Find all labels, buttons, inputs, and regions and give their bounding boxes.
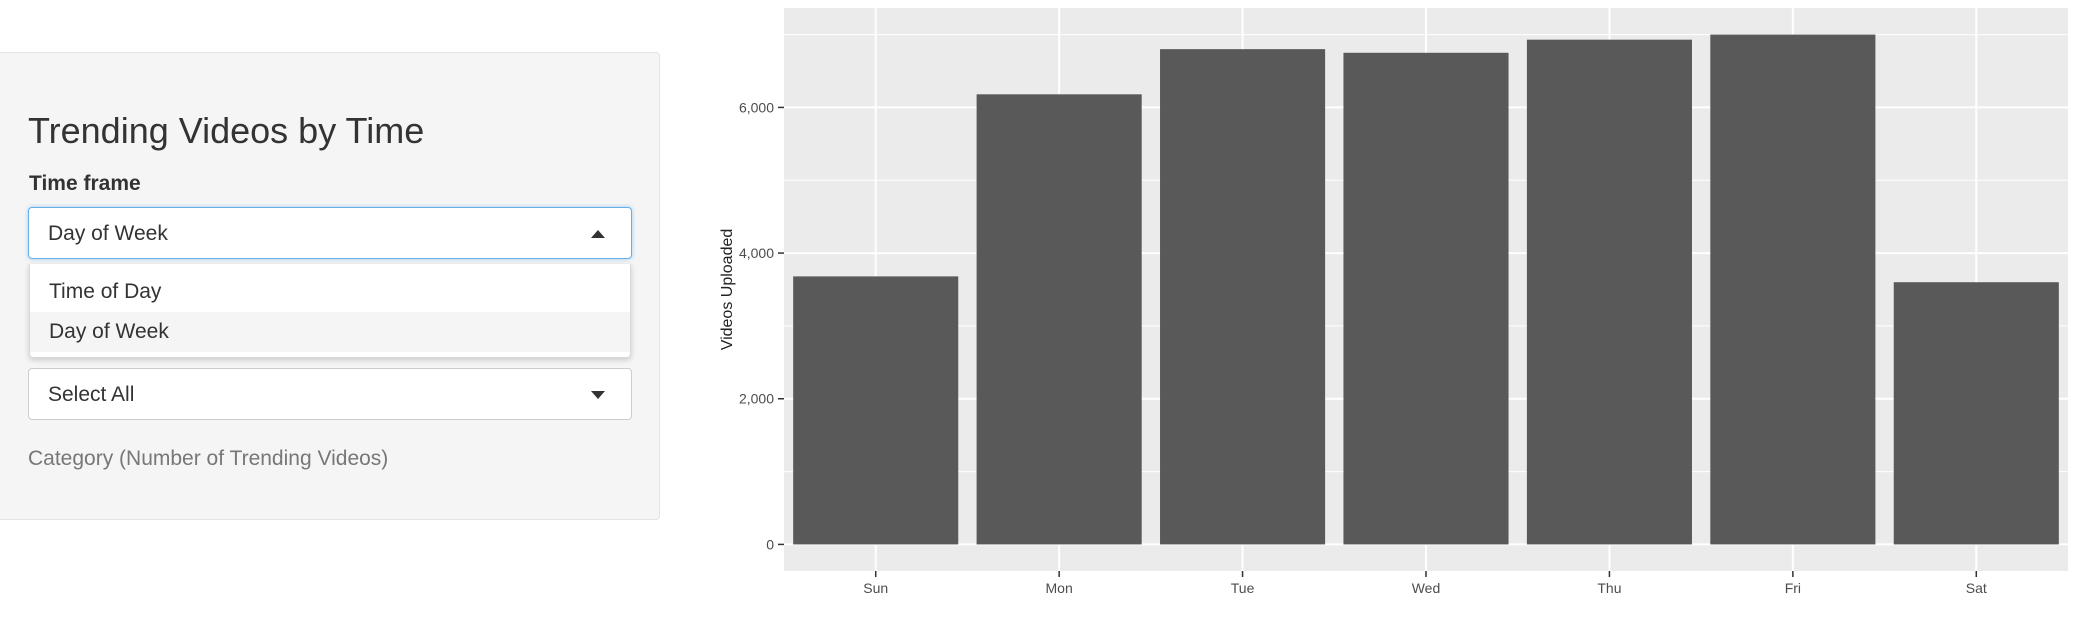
x-tick-label: Wed xyxy=(1412,580,1441,596)
time-frame-select[interactable]: Day of Week xyxy=(28,207,632,259)
category-selected-value: Select All xyxy=(48,383,135,406)
time-frame-dropdown: Time of Day Day of Week xyxy=(29,264,631,358)
bar-wed xyxy=(1343,52,1509,545)
y-tick-label: 2,000 xyxy=(739,391,774,407)
x-tick-label: Fri xyxy=(1785,580,1801,596)
y-tick-label: 0 xyxy=(766,536,774,552)
caret-down-icon xyxy=(591,391,605,399)
x-tick-label: Tue xyxy=(1231,580,1255,596)
y-axis-label: Videos Uploaded xyxy=(719,229,736,351)
time-frame-selected-value: Day of Week xyxy=(48,222,168,245)
bar-sat xyxy=(1893,282,2059,545)
category-select[interactable]: Select All xyxy=(28,368,632,420)
caret-up-icon xyxy=(591,230,605,238)
bar-mon xyxy=(976,94,1142,545)
bar-tue xyxy=(1160,49,1326,545)
time-frame-label: Time frame xyxy=(29,172,141,195)
bars xyxy=(793,34,2059,545)
y-tick-label: 6,000 xyxy=(739,99,774,115)
x-tick-label: Thu xyxy=(1597,580,1621,596)
axes: 0 2,000 4,000 6,000 Sun Mon Tue Wed Thu Fri Sat xyxy=(739,99,1987,596)
bar-fri xyxy=(1710,34,1876,545)
option-day-of-week[interactable]: Day of Week xyxy=(30,312,630,352)
bar-thu xyxy=(1526,39,1692,545)
x-tick-label: Mon xyxy=(1046,580,1073,596)
x-tick-label: Sun xyxy=(863,580,888,596)
bar-sun xyxy=(793,276,959,545)
y-tick-label: 4,000 xyxy=(739,245,774,261)
category-helper-text: Category (Number of Trending Videos) xyxy=(28,447,389,470)
option-time-of-day[interactable]: Time of Day xyxy=(49,280,162,303)
x-tick-label: Sat xyxy=(1966,580,1987,596)
page-title: Trending Videos by Time xyxy=(28,110,425,151)
